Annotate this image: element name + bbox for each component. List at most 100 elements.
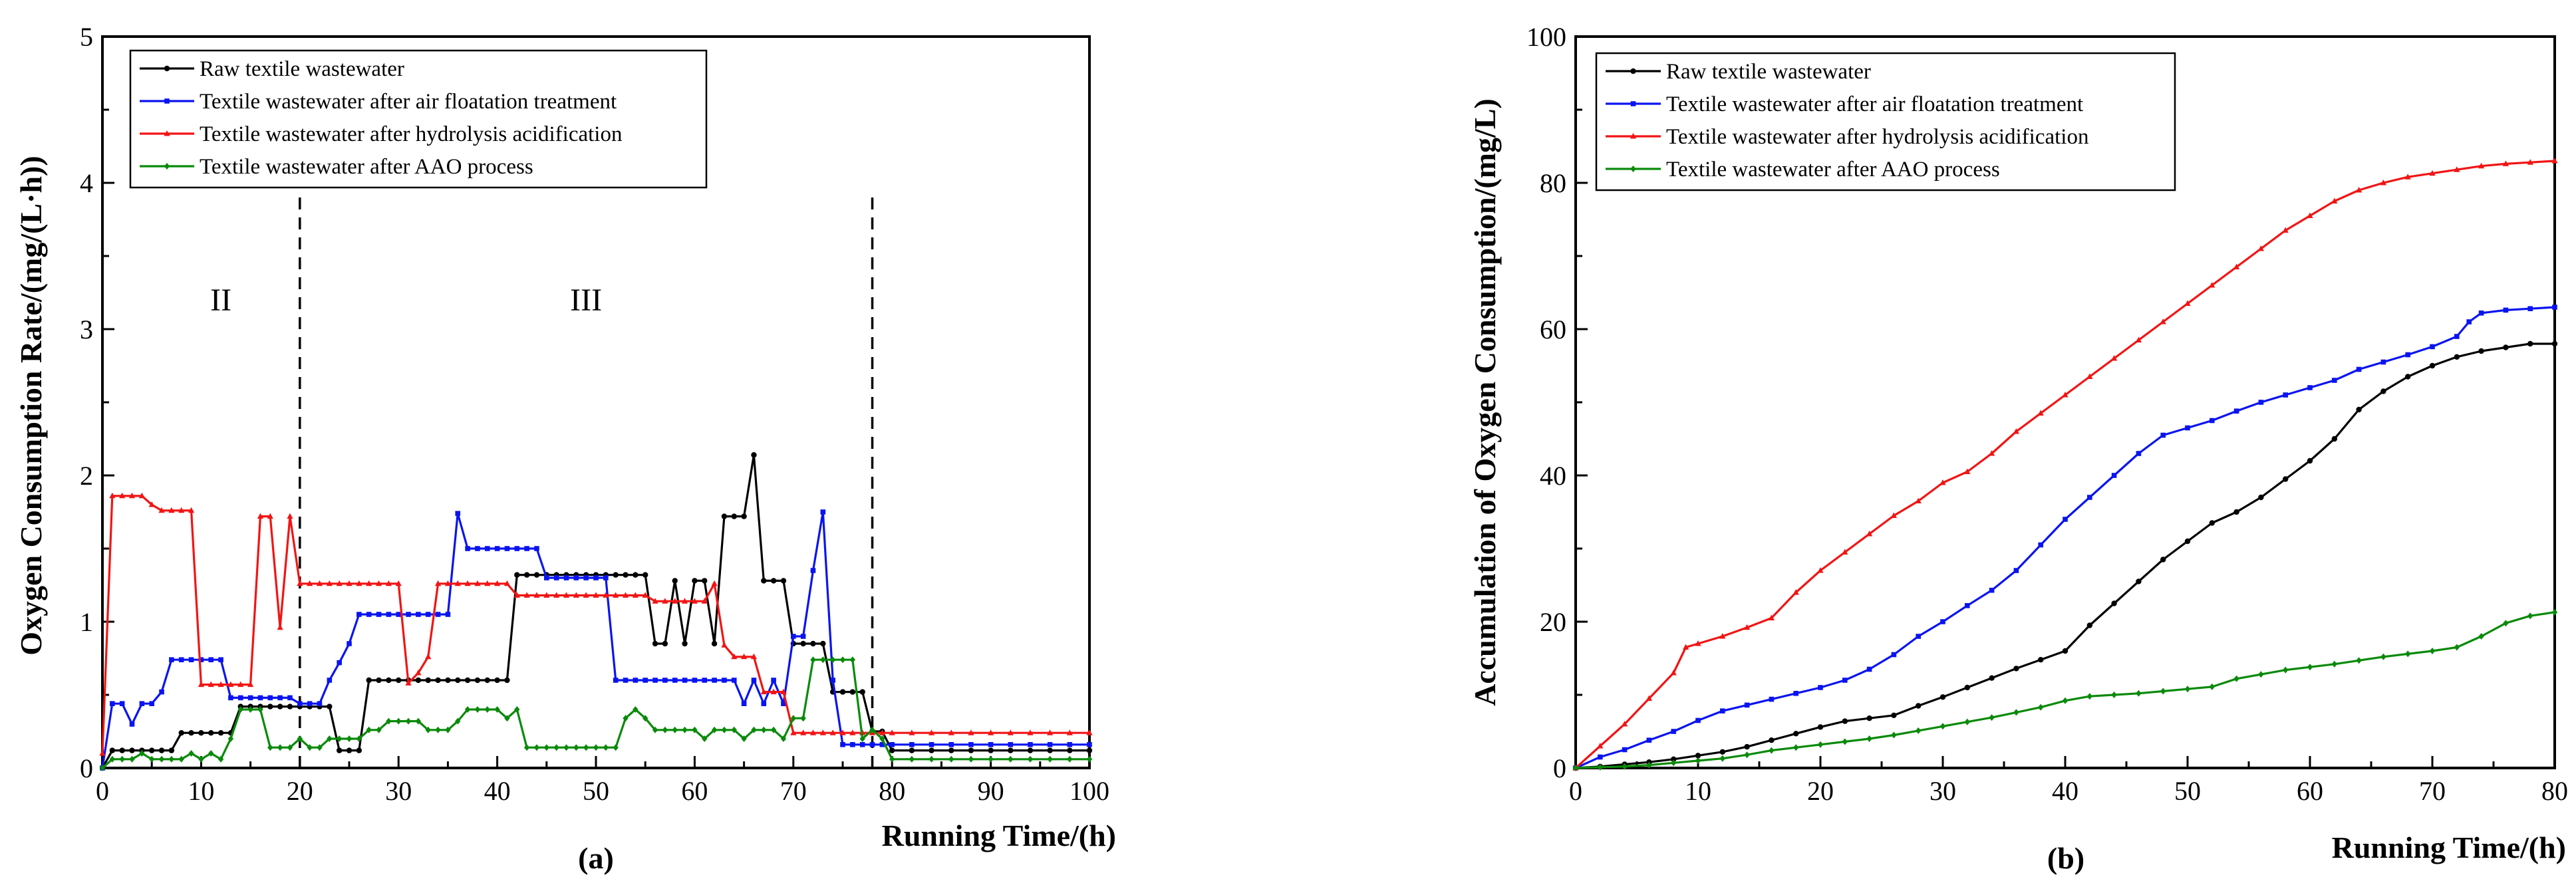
chart-a-data-point-aao: [464, 706, 471, 713]
chart-b-data-point-hydrolysis: [2307, 212, 2313, 218]
chart-a-data-point-aao: [109, 755, 116, 763]
chart-a-data-point-hydrolysis: [208, 681, 214, 688]
chart-a-data-point-raw: [198, 730, 204, 736]
chart-a-data-point-hydrolysis: [109, 492, 116, 499]
chart-a-data-point-raw: [929, 747, 934, 753]
chart-b-data-point-raw: [2380, 388, 2386, 394]
chart-a-data-point-aao: [593, 744, 599, 751]
chart-a-data-point-hydrolysis: [395, 580, 402, 586]
chart-a-data-point-hydrolysis: [464, 580, 471, 586]
chart-b-data-point-hydrolysis: [2356, 187, 2362, 193]
chart-a-data-point-aao: [839, 656, 846, 664]
chart-b-y-tick-label: 40: [1540, 461, 1566, 491]
chart-b-series-hydrolysis: [1572, 158, 2558, 771]
chart-a-data-point-hydrolysis: [287, 513, 293, 519]
chart-b-data-point-hydrolysis: [1792, 589, 1799, 595]
chart-b-legend-label-raw: Raw textile wastewater: [1666, 60, 1871, 84]
chart-a-data-point-raw: [149, 747, 155, 753]
chart-b-data-point-aao: [1793, 744, 1799, 751]
chart-b-data-point-hydrolysis: [1744, 624, 1751, 630]
chart-a-data-point-hydrolysis: [454, 580, 461, 586]
chart-a-data-point-air: [1087, 742, 1092, 747]
chart-a-data-point-air: [820, 509, 826, 515]
chart-b-data-point-hydrolysis: [2331, 197, 2338, 203]
chart-a-data-point-raw: [780, 578, 787, 584]
chart-b-data-point-air: [2307, 385, 2313, 390]
chart-a-data-point-hydrolysis: [553, 592, 560, 598]
chart-b-series-raw: [1572, 340, 2558, 771]
chart-b-data-point-raw: [2038, 657, 2044, 663]
chart-a-data-point-air: [633, 678, 639, 683]
chart-a-data-point-aao: [702, 735, 708, 742]
chart-a-data-point-aao: [415, 717, 422, 725]
chart-a-data-point-hydrolysis: [356, 580, 362, 586]
chart-b-panel-label: (b): [2047, 841, 2084, 875]
chart-a-data-point-aao: [217, 755, 224, 763]
chart-a-data-point-hydrolysis: [711, 580, 718, 586]
chart-a-data-point-air: [139, 701, 145, 706]
chart-a-data-point-hydrolysis: [138, 492, 145, 499]
chart-a-data-point-air: [544, 575, 549, 580]
chart-b-data-point-raw: [2013, 666, 2019, 672]
chart-a-data-point-hydrolysis: [790, 729, 797, 735]
chart-a-data-point-raw: [514, 572, 520, 578]
chart-a-data-point-aao: [603, 744, 609, 751]
chart-b-data-point-hydrolysis: [2478, 162, 2485, 169]
chart-a-data-point-air: [553, 575, 559, 580]
chart-b-data-point-air: [2063, 517, 2068, 522]
chart-a-data-point-hydrolysis: [119, 492, 126, 499]
chart-a-data-point-air: [988, 742, 994, 747]
chart-b-x-axis-title: Running Time/(h): [2332, 830, 2566, 864]
chart-a-data-point-hydrolysis: [652, 598, 658, 604]
chart-b-data-point-aao: [2184, 686, 2191, 693]
chart-a-legend-marker-hydrolysis: [164, 130, 170, 136]
chart-b-data-point-hydrolysis: [1817, 567, 1824, 573]
chart-b-data-point-hydrolysis: [1719, 633, 1726, 639]
chart-a-data-point-air: [396, 612, 401, 617]
chart-b-data-point-aao: [2111, 692, 2117, 698]
chart-b-x-tick-label: 60: [2297, 776, 2323, 806]
chart-a-data-point-raw: [633, 572, 639, 578]
chart-a-data-point-aao: [948, 755, 954, 763]
chart-b-data-point-air: [2503, 307, 2509, 313]
chart-b-data-point-aao: [2038, 703, 2044, 711]
chart-a-data-point-air: [386, 612, 392, 617]
chart-b-data-point-air: [2478, 311, 2484, 316]
chart-a-data-point-hydrolysis: [178, 507, 185, 513]
chart-a-data-point-raw: [445, 677, 451, 684]
chart-a-data-point-air: [672, 678, 678, 683]
chart-a-data-point-air: [119, 701, 125, 706]
chart-b-data-point-hydrolysis: [2184, 300, 2191, 306]
chart-a-data-point-raw: [1008, 747, 1014, 753]
chart-b-data-point-aao: [1989, 714, 1995, 721]
chart-a-data-point-hydrolysis: [662, 598, 668, 604]
chart-a-data-point-air: [859, 742, 865, 747]
chart-b-data-point-hydrolysis: [1989, 450, 1995, 456]
chart-a-data-point-raw: [623, 572, 629, 578]
chart-a-panel-label: (a): [578, 841, 614, 875]
chart-b-data-point-hydrolysis: [1890, 512, 1897, 518]
chart-b-data-point-air: [1989, 587, 1995, 593]
chart-b-series-line-air: [1575, 306, 2555, 769]
chart-a-data-point-aao: [198, 755, 204, 763]
chart-a-data-point-air: [347, 641, 352, 646]
chart-a-data-point-raw: [119, 747, 125, 753]
chart-a-data-point-raw: [731, 513, 737, 519]
chart-b-data-point-raw: [1671, 756, 1677, 763]
chart-a-x-tick-label: 50: [583, 776, 609, 806]
chart-b-x-tick-label: 10: [1685, 776, 1711, 806]
chart-a-data-point-raw: [287, 703, 293, 709]
chart-b-data-point-air: [1891, 652, 1897, 658]
chart-a-data-point-aao: [227, 735, 234, 742]
chart-a-data-point-aao: [208, 750, 214, 757]
chart-b-data-point-raw: [1842, 718, 1848, 724]
chart-b-data-point-raw: [1989, 675, 1995, 681]
chart-a-data-point-aao: [711, 726, 718, 733]
chart-a-data-point-hydrolysis: [760, 688, 767, 695]
chart-a-data-point-aao: [652, 726, 658, 733]
chart-a-x-axis-title: Running Time/(h): [882, 819, 1116, 852]
chart-a-data-point-raw: [948, 747, 954, 753]
chart-b-data-point-aao: [2160, 688, 2166, 695]
chart-a-data-point-raw: [721, 513, 728, 519]
chart-b-y-tick-label: 80: [1540, 168, 1566, 198]
